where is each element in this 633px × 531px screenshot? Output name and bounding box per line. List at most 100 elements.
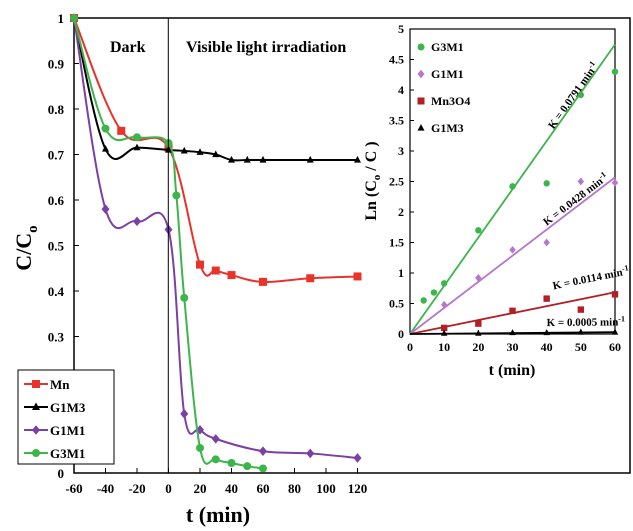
data-point-Mn — [117, 126, 126, 135]
legend-label-G1M3: G1M3 — [50, 400, 86, 415]
main-y-tick-label: 0.7 — [48, 148, 65, 163]
inset-x-axis-title: t (min) — [489, 362, 536, 379]
inset-point-G3M1 — [475, 227, 482, 234]
inset-chart: 00.511.522.533.544.550 10 20 30 40 50 60 K = 0… — [363, 22, 629, 379]
data-point-G1M3 — [180, 146, 188, 154]
main-x-tick-label: -40 — [97, 481, 114, 496]
inset-legend-marker-G1M1 — [417, 69, 425, 79]
inset-y-title-sub: o — [371, 174, 383, 180]
data-point-G3M1 — [243, 462, 252, 471]
data-point-Mn — [259, 277, 267, 286]
inset-legend-label-G3M1: G3M1 — [431, 40, 464, 54]
main-y-title-sub: o — [25, 225, 41, 233]
legend-label-Mn: Mn — [50, 377, 70, 392]
inset-x-tick-label: 10 — [438, 340, 450, 354]
data-point-G3M1 — [227, 458, 236, 467]
inset-y-title-rest: / C ) — [363, 141, 380, 174]
data-point-G3M1 — [211, 455, 220, 464]
data-point-G1M1 — [101, 204, 110, 214]
inset-y-tick-label: 2.5 — [389, 175, 404, 189]
main-legend: Mn G1M3 G1M1 G3M1 — [17, 369, 115, 465]
main-x-tick-label: -60 — [65, 481, 82, 496]
inset-point-G1M3 — [440, 329, 448, 336]
inset-point-Mn3O4 — [611, 291, 619, 298]
legend-marker-G1M3 — [32, 402, 40, 410]
main-y-tick-label: 0.6 — [48, 193, 65, 208]
inset-point-G1M3 — [509, 329, 516, 336]
data-point-G1M3 — [354, 155, 361, 163]
series-line-Mn — [73, 17, 358, 283]
legend-marker-G3M1 — [32, 449, 40, 457]
inset-x-tick-label: 40 — [541, 340, 553, 354]
data-point-Mn — [227, 271, 236, 280]
data-point-G1M1 — [211, 434, 220, 444]
inset-x-tick-label: 30 — [507, 340, 519, 354]
inset-point-G3M1 — [509, 183, 516, 190]
main-x-tick-label: 80 — [288, 481, 301, 496]
inset-x-tick-label: 20 — [472, 340, 484, 354]
inset-point-Mn3O4 — [475, 320, 482, 327]
inset-point-G1M3 — [543, 329, 550, 336]
data-point-G3M1 — [259, 464, 267, 473]
data-point-G1M3 — [228, 155, 235, 163]
data-point-G3M1 — [101, 124, 110, 133]
main-x-tick-label: 120 — [348, 481, 368, 496]
data-point-G3M1 — [172, 191, 181, 200]
data-point-Mn — [353, 272, 362, 281]
inset-point-G3M1 — [577, 91, 585, 99]
main-y-tick-label: 0 — [58, 466, 65, 481]
inset-point-G1M1 — [440, 300, 448, 309]
data-point-G1M3 — [259, 155, 267, 163]
inset-y-tick-label: 5 — [398, 22, 404, 36]
legend-label-G3M1: G3M1 — [50, 446, 85, 461]
inset-legend: G3M1 G1M1 Mn3O4 G1M3 — [417, 40, 470, 135]
inset-legend-marker-G3M1 — [417, 43, 425, 51]
inset-legend-label-Mn3O4: Mn3O4 — [431, 94, 470, 108]
inset-y-tick-label: 0 — [398, 327, 404, 341]
inset-legend-label-G1M3: G1M3 — [431, 121, 464, 135]
region-label-dark: Dark — [110, 39, 146, 56]
inset-x-tick-label: 50 — [575, 340, 587, 354]
main-y-tick-label: 0.4 — [48, 284, 65, 299]
data-point-G1M3 — [212, 150, 220, 158]
data-point-G1M3 — [243, 155, 251, 163]
data-point-G1M3 — [102, 145, 109, 152]
inset-series-group — [420, 68, 619, 336]
inset-x-tick-label: 60 — [609, 340, 621, 354]
inset-point-Mn3O4 — [543, 295, 550, 302]
main-y-tick-label: 0.5 — [48, 239, 65, 254]
inset-legend-label-G1M1: G1M1 — [431, 67, 464, 81]
main-x-tick-label: 100 — [316, 481, 336, 496]
series-line-G1M1 — [73, 17, 358, 459]
inset-point-G1M3 — [475, 329, 482, 336]
inset-y-tick-label: 4.5 — [389, 53, 404, 67]
inset-y-tick-label: 3 — [398, 144, 404, 158]
legend-marker-Mn — [32, 380, 40, 388]
main-x-tick-label: 60 — [257, 481, 270, 496]
main-y-tick-label: 0.3 — [48, 330, 65, 345]
inset-legend-marker-G1M3 — [417, 123, 425, 131]
data-point-G1M1 — [196, 424, 204, 435]
data-point-G1M3 — [196, 148, 204, 155]
data-point-G1M1 — [133, 216, 141, 227]
main-x-tick-label: 0 — [165, 481, 172, 496]
main-x-tick-label: 20 — [194, 481, 207, 496]
data-point-G1M1 — [306, 448, 315, 459]
inset-y-tick-label: 0.5 — [389, 297, 404, 311]
main-y-tick-label: 0.8 — [48, 102, 65, 117]
svg-text:Ln (Co / C ): Ln (Co / C ) — [363, 141, 383, 220]
data-point-Mn — [306, 274, 315, 283]
inset-y-tick-label: 1.5 — [389, 236, 404, 250]
data-point-G3M1 — [70, 14, 78, 22]
inset-point-G1M1 — [475, 274, 482, 282]
inset-point-G3M1 — [611, 68, 619, 75]
data-point-G1M1 — [259, 446, 267, 456]
data-point-G3M1 — [180, 293, 189, 302]
main-y-tick-label: 1 — [58, 11, 65, 26]
data-point-G1M1 — [353, 453, 362, 463]
legend-marker-G1M1 — [32, 425, 40, 435]
region-label-light: Visible light irradiation — [186, 39, 346, 56]
inset-point-Mn3O4 — [577, 306, 585, 313]
k-label-G1M3: K = 0.0005 min-1 — [547, 314, 625, 329]
inset-point-G1M1 — [577, 177, 585, 186]
